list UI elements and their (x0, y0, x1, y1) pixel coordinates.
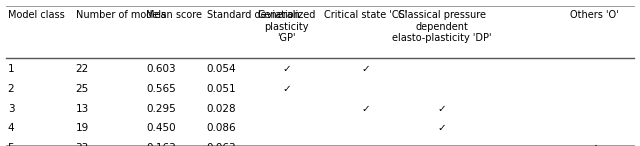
Text: 2: 2 (8, 84, 14, 94)
Text: ✓: ✓ (437, 104, 446, 114)
Text: ✓: ✓ (589, 143, 598, 146)
Text: 33: 33 (76, 143, 89, 146)
Text: 13: 13 (76, 104, 89, 114)
Text: Number of models: Number of models (76, 10, 166, 20)
Text: 3: 3 (8, 104, 14, 114)
Text: 22: 22 (76, 64, 89, 74)
Text: 19: 19 (76, 123, 89, 133)
Text: Generalized
plasticity
'GP': Generalized plasticity 'GP' (257, 10, 316, 43)
Text: 25: 25 (76, 84, 89, 94)
Text: 0.051: 0.051 (207, 84, 236, 94)
Text: ✓: ✓ (362, 64, 371, 74)
Text: 0.603: 0.603 (146, 64, 175, 74)
Text: ✓: ✓ (437, 123, 446, 133)
Text: Mean score: Mean score (146, 10, 202, 20)
Text: 0.450: 0.450 (146, 123, 175, 133)
Text: 5: 5 (8, 143, 14, 146)
Text: ✓: ✓ (362, 104, 371, 114)
Text: 0.163: 0.163 (146, 143, 175, 146)
Text: 0.086: 0.086 (207, 123, 236, 133)
Text: 0.295: 0.295 (146, 104, 175, 114)
Text: 0.063: 0.063 (207, 143, 236, 146)
Text: Classical pressure
dependent
elasto-plasticity 'DP': Classical pressure dependent elasto-plas… (392, 10, 492, 43)
Text: 0.028: 0.028 (207, 104, 236, 114)
Text: Others 'O': Others 'O' (570, 10, 618, 20)
Text: Model class: Model class (8, 10, 65, 20)
Text: 1: 1 (8, 64, 14, 74)
Text: 4: 4 (8, 123, 14, 133)
Text: 0.565: 0.565 (146, 84, 175, 94)
Text: 0.054: 0.054 (207, 64, 236, 74)
Text: Standard deviation: Standard deviation (207, 10, 300, 20)
Text: ✓: ✓ (282, 64, 291, 74)
Text: Critical state 'CS': Critical state 'CS' (324, 10, 408, 20)
Text: ✓: ✓ (282, 84, 291, 94)
